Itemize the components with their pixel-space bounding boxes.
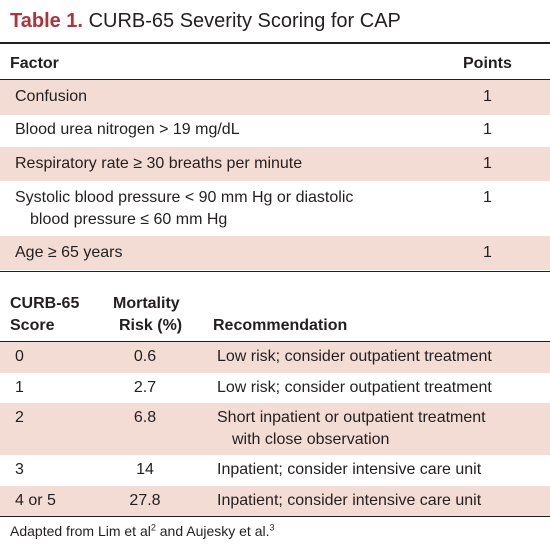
header-points: Points: [463, 55, 512, 72]
recommendation-cell: Inpatient; consider intensive care unit: [217, 461, 482, 478]
table-row: 3 14 Inpatient; consider intensive care …: [0, 455, 550, 486]
factor-header-rule: [0, 79, 550, 80]
footnote-ref-2: 3: [269, 522, 275, 533]
recommendation-cell-line1: Short inpatient or outpatient treatment: [217, 409, 486, 426]
points-cell: 1: [483, 189, 492, 206]
points-cell: 1: [483, 88, 492, 105]
header-risk-line2: Risk (%): [119, 317, 183, 334]
recommendation-cell: Low risk; consider outpatient treatment: [217, 348, 492, 365]
score-cell: 1: [15, 379, 24, 396]
factor-cell: Respiratory rate ≥ 30 breaths per minute: [15, 155, 303, 172]
table-caption: CURB-65 Severity Scoring for CAP: [88, 10, 401, 32]
header-score-line1: CURB-65: [10, 295, 80, 312]
header-score-line2: Score: [10, 317, 55, 334]
footnote-text-1: Adapted from Lim et al: [10, 523, 151, 539]
footnote-ref-1: 2: [150, 522, 156, 533]
footnote-text-2: and Aujesky et al.: [155, 523, 270, 539]
factor-bottom-rule: [0, 271, 550, 272]
recommendation-cell: Low risk; consider outpatient treatment: [217, 379, 492, 396]
risk-cell: 0.6: [133, 348, 157, 365]
header-risk-line1: Mortality: [113, 295, 180, 312]
header-recommendation: Recommendation: [213, 317, 348, 334]
table-row: 4 or 5 27.8 Inpatient; consider intensiv…: [0, 486, 550, 516]
table-title: Table 1. CURB-65 Severity Scoring for CA…: [10, 8, 401, 34]
table-label: Table 1.: [10, 10, 83, 32]
score-cell: 2: [15, 409, 24, 426]
points-cell: 1: [483, 244, 492, 261]
recommendation-cell: Inpatient; consider intensive care unit: [217, 492, 482, 509]
table-row: 0 0.6 Low risk; consider outpatient trea…: [0, 342, 550, 373]
factor-cell: Confusion: [15, 88, 88, 105]
factor-cell-line1: Systolic blood pressure < 90 mm Hg or di…: [15, 189, 354, 206]
table-row: Age ≥ 65 years 1: [0, 236, 550, 270]
risk-cell: 2.7: [133, 379, 157, 396]
factor-cell: Age ≥ 65 years: [15, 244, 123, 261]
points-cell: 1: [483, 155, 492, 172]
table-row: Blood urea nitrogen > 19 mg/dL 1: [0, 115, 550, 147]
factor-cell: Blood urea nitrogen > 19 mg/dL: [15, 121, 240, 138]
risk-cell: 6.8: [133, 409, 157, 426]
table-row: Systolic blood pressure < 90 mm Hg or di…: [0, 181, 550, 236]
table-row: Respiratory rate ≥ 30 breaths per minute…: [0, 147, 550, 181]
table-row: 1 2.7 Low risk; consider outpatient trea…: [0, 373, 550, 403]
footnote: Adapted from Lim et al2 and Aujesky et a…: [10, 522, 275, 540]
points-cell: 1: [483, 121, 492, 138]
score-cell: 4 or 5: [15, 492, 56, 509]
top-rule: [0, 42, 550, 44]
risk-cell: 27.8: [129, 492, 161, 509]
score-header-rule: [0, 341, 550, 342]
score-cell: 3: [15, 461, 24, 478]
table-row: 2 6.8 Short inpatient or outpatient trea…: [0, 403, 550, 455]
risk-cell: 14: [136, 461, 154, 478]
score-bottom-rule: [0, 516, 550, 517]
recommendation-cell-line2: with close observation: [232, 431, 390, 448]
table-row: Confusion 1: [0, 80, 550, 115]
header-factor: Factor: [10, 55, 59, 72]
score-cell: 0: [15, 348, 24, 365]
factor-cell-line2: blood pressure ≤ 60 mm Hg: [30, 211, 228, 228]
